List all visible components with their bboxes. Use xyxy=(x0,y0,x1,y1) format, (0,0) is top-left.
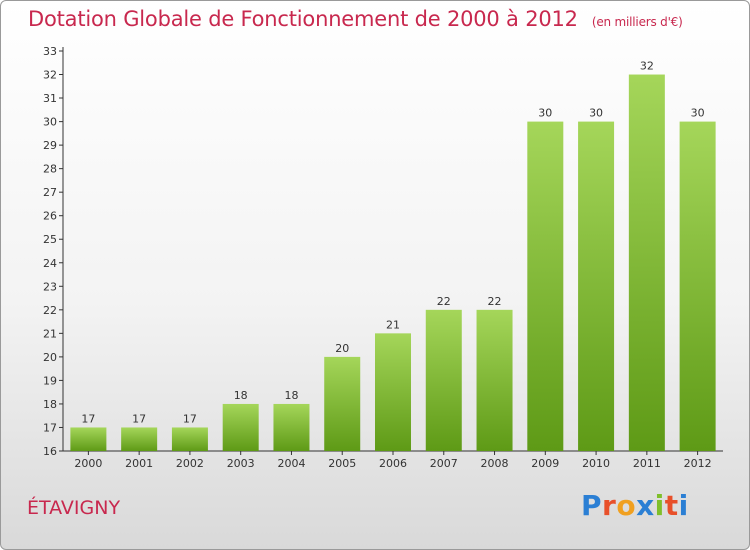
bar-2005 xyxy=(324,356,361,451)
logo-letter: o xyxy=(616,489,637,522)
y-tick-label: 29 xyxy=(43,139,57,152)
bar-2008 xyxy=(476,309,513,451)
x-tick-label: 2003 xyxy=(227,457,255,470)
y-tick-label: 24 xyxy=(43,257,57,270)
logo-letter: i xyxy=(654,489,665,522)
x-tick-label: 2000 xyxy=(74,457,102,470)
commune-name: ÉTAVIGNY xyxy=(27,497,121,519)
x-tick-label: 2002 xyxy=(176,457,204,470)
y-tick-label: 33 xyxy=(43,45,57,58)
y-tick-label: 32 xyxy=(43,69,57,82)
bar-2010 xyxy=(578,121,615,452)
y-tick-label: 31 xyxy=(43,92,57,105)
bar-2007 xyxy=(425,309,462,451)
value-label: 22 xyxy=(437,295,451,308)
bar-2012 xyxy=(679,121,716,452)
logo-letter: t xyxy=(664,489,679,522)
bar-2003 xyxy=(222,403,259,451)
y-tick-label: 17 xyxy=(43,421,57,434)
y-tick-label: 19 xyxy=(43,374,57,387)
value-label: 30 xyxy=(538,107,552,120)
value-label: 17 xyxy=(183,412,197,425)
bar-2004 xyxy=(273,403,310,451)
value-label: 18 xyxy=(284,389,298,402)
y-tick-label: 27 xyxy=(43,186,57,199)
value-label: 22 xyxy=(488,295,502,308)
bar-2001 xyxy=(121,427,158,451)
chart-subtitle: (en milliers d'€) xyxy=(591,15,683,29)
x-tick-label: 2010 xyxy=(582,457,610,470)
bar-2000 xyxy=(70,427,107,451)
value-label: 20 xyxy=(335,342,349,355)
y-tick-label: 20 xyxy=(43,351,57,364)
proxiti-logo: Proxiti xyxy=(581,489,689,522)
x-tick-label: 2001 xyxy=(125,457,153,470)
chart-bars xyxy=(70,74,716,452)
y-tick-label: 23 xyxy=(43,280,57,293)
bar-2002 xyxy=(171,427,208,451)
chart-title: Dotation Globale de Fonctionnement de 20… xyxy=(28,7,683,31)
x-tick-label: 2008 xyxy=(481,457,509,470)
y-tick-label: 25 xyxy=(43,233,57,246)
bar-2011 xyxy=(628,74,665,451)
bar-2006 xyxy=(375,333,411,451)
value-label: 30 xyxy=(589,107,603,120)
value-label: 17 xyxy=(132,412,146,425)
y-tick-label: 22 xyxy=(43,304,57,317)
logo-letter: i xyxy=(678,489,689,522)
y-tick-label: 26 xyxy=(43,210,57,223)
x-tick-label: 2012 xyxy=(684,457,712,470)
x-tick-label: 2009 xyxy=(531,457,559,470)
y-tick-label: 30 xyxy=(43,116,57,129)
value-label: 18 xyxy=(234,389,248,402)
x-tick-label: 2007 xyxy=(430,457,458,470)
y-tick-label: 16 xyxy=(43,445,57,458)
logo-letter: x xyxy=(636,489,655,522)
bar-2009 xyxy=(527,121,564,452)
x-tick-label: 2011 xyxy=(633,457,661,470)
chart-title-text: Dotation Globale de Fonctionnement de 20… xyxy=(28,7,578,31)
value-label: 21 xyxy=(386,318,400,331)
x-tick-label: 2006 xyxy=(379,457,407,470)
y-tick-label: 18 xyxy=(43,398,57,411)
y-tick-label: 28 xyxy=(43,163,57,176)
logo-letter: r xyxy=(602,489,617,522)
chart-labels: 2000 17 2001 17 2002 17 2003 18 2004 18 2005 20 2006… xyxy=(74,60,711,470)
x-tick-label: 2004 xyxy=(277,457,305,470)
value-label: 32 xyxy=(640,60,654,73)
value-label: 17 xyxy=(81,412,95,425)
chart-axes: 16 17 18 19 20 21 22 23 24 25 26 27 28 29 30 31 32 33 xyxy=(43,45,723,458)
y-tick-label: 21 xyxy=(43,327,57,340)
x-tick-label: 2005 xyxy=(328,457,356,470)
value-label: 30 xyxy=(691,107,705,120)
logo-letter: P xyxy=(581,489,603,522)
